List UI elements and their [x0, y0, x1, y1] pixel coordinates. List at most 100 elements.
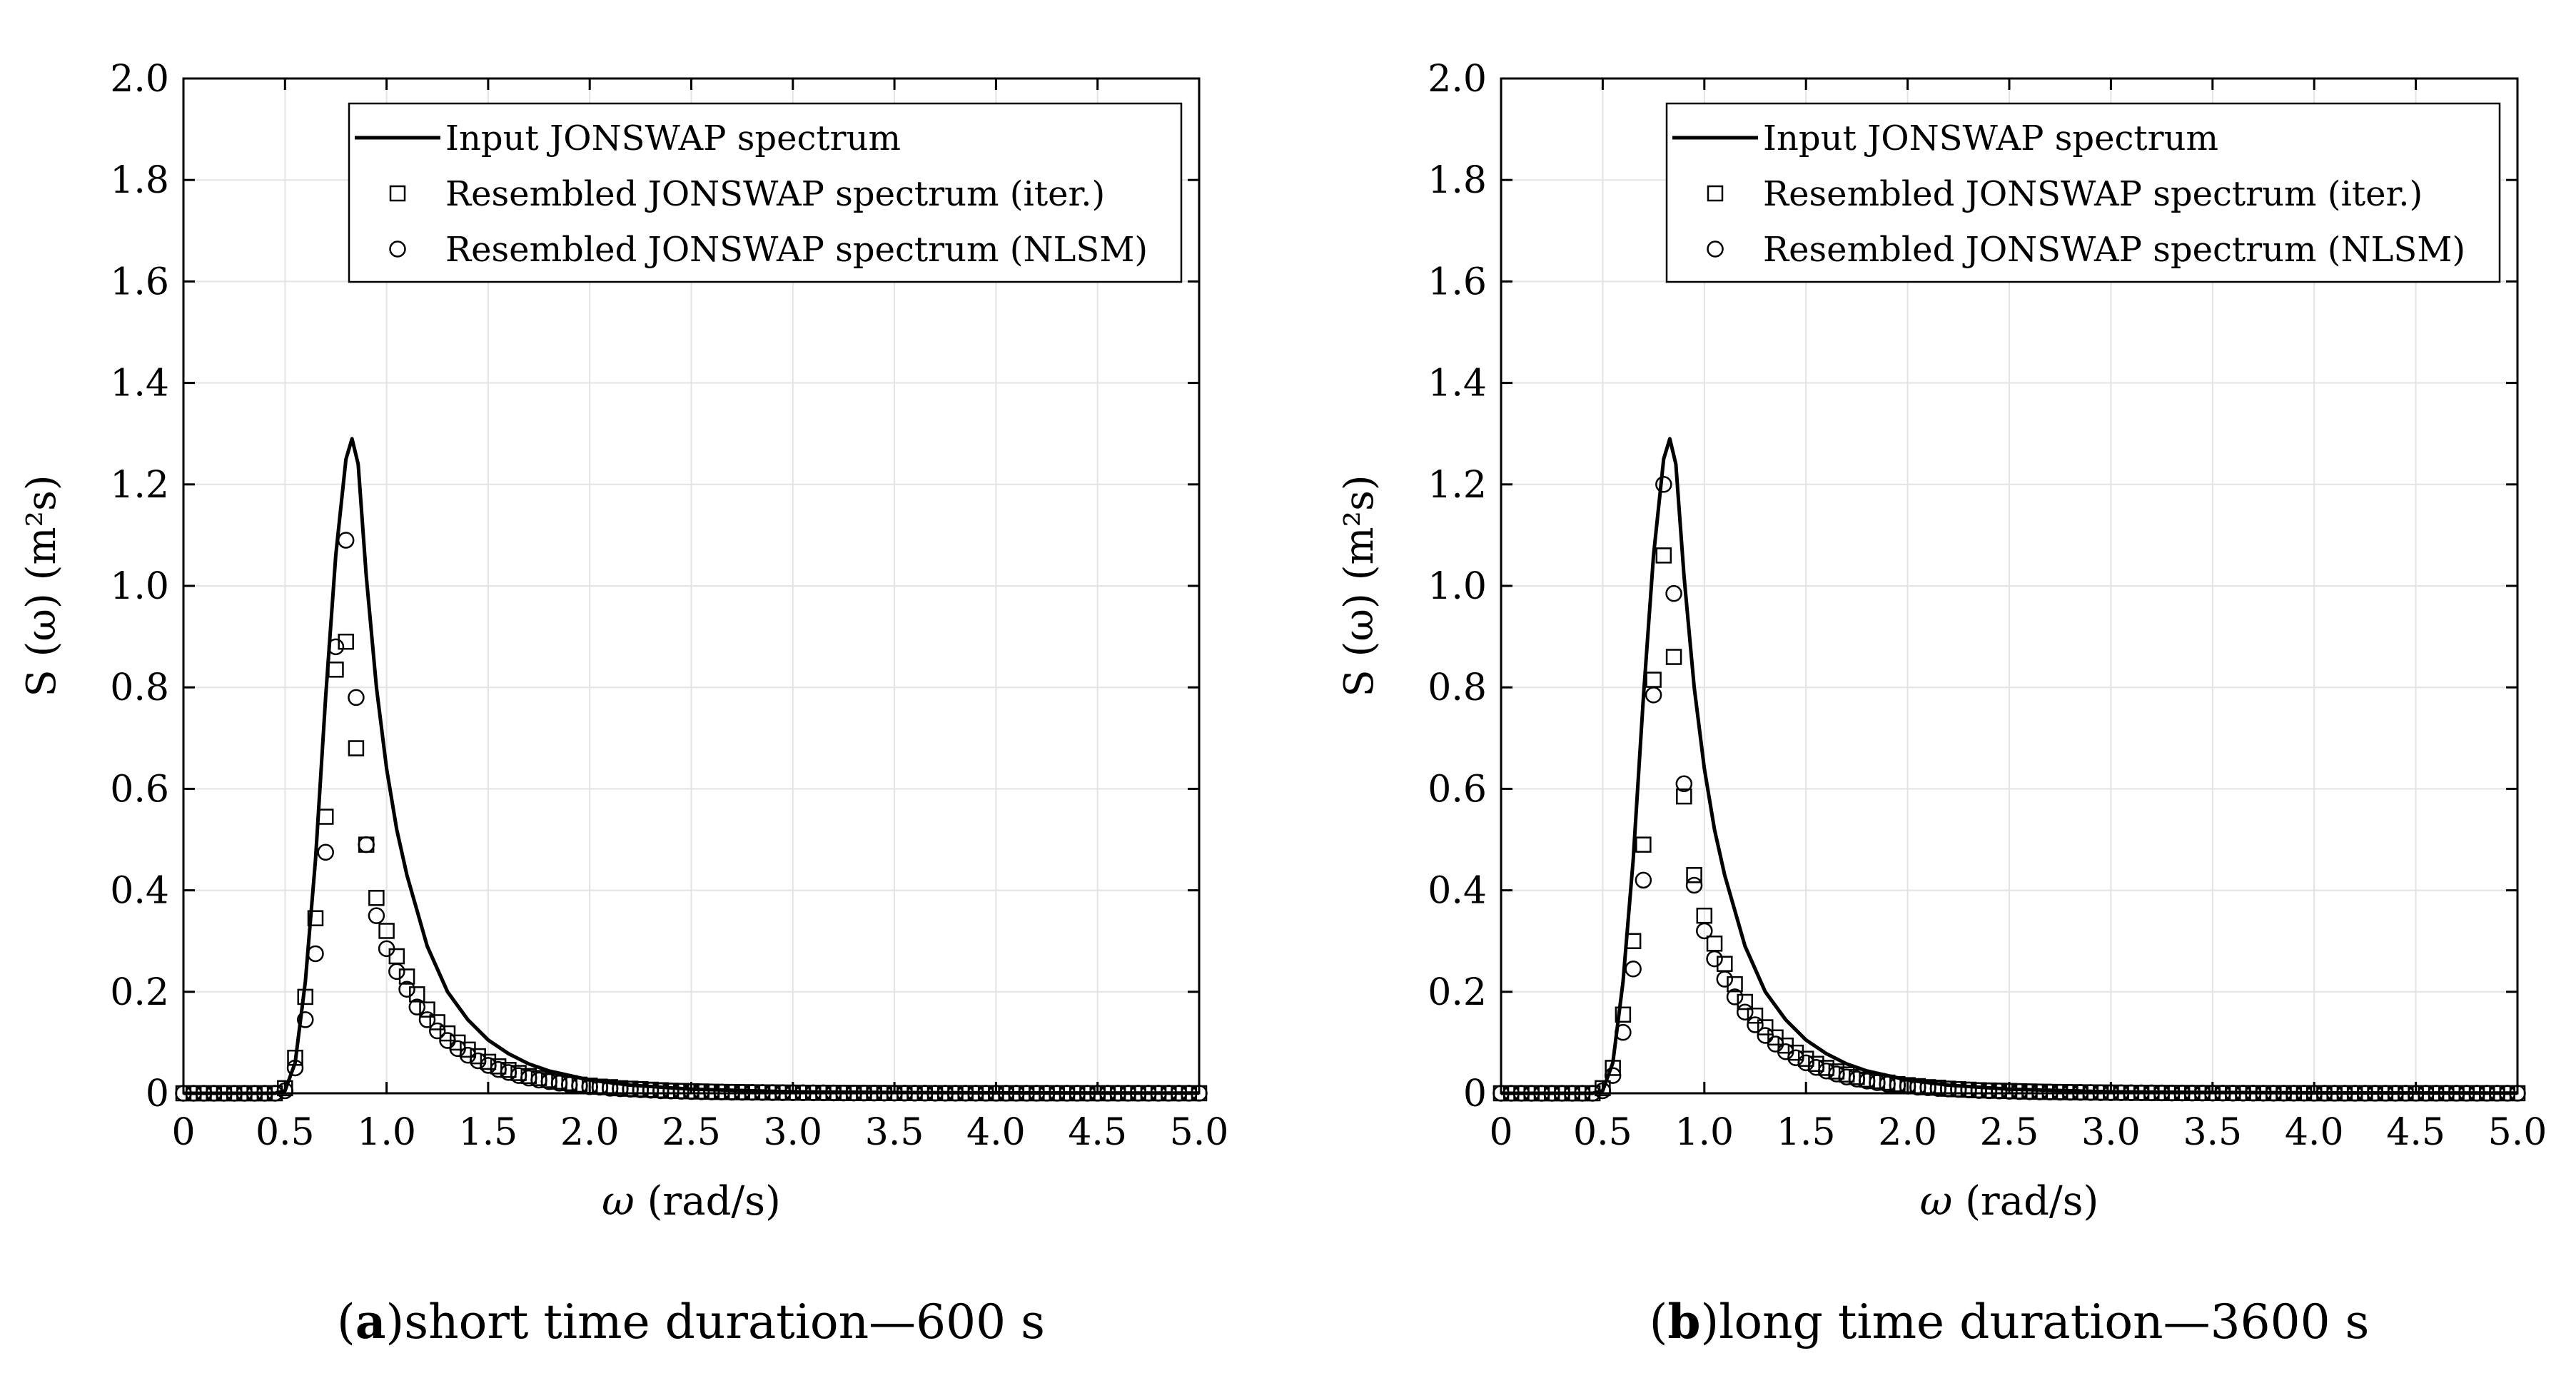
- legend-label: Input JONSWAP spectrum: [1763, 118, 2218, 158]
- data-point-circle: [1991, 1083, 2008, 1100]
- legend-label: Resembled JONSWAP spectrum (NLSM): [1763, 230, 2465, 270]
- x-tick-label: 2.5: [1980, 1111, 2039, 1154]
- data-point-circle: [824, 1084, 842, 1102]
- data-point-square: [1767, 1029, 1784, 1046]
- y-tick-label: 0.4: [110, 870, 169, 913]
- data-point-circle: [612, 1080, 629, 1098]
- data-point-circle: [1069, 1085, 1086, 1102]
- data-point-circle: [1119, 1085, 1137, 1102]
- x-axis-label-symbol: ω: [602, 1178, 635, 1225]
- data-point-circle: [1757, 1027, 1774, 1044]
- data-point-circle: [1869, 1074, 1886, 1091]
- data-point-circle: [1685, 876, 1703, 894]
- data-point-circle: [2224, 1085, 2242, 1102]
- y-tick-label: 1.4: [1428, 363, 1487, 405]
- y-tick-label: 1.6: [1428, 260, 1487, 303]
- data-point-circle: [256, 1085, 273, 1102]
- data-point-circle: [1099, 1085, 1116, 1102]
- data-point-circle: [2336, 1085, 2353, 1102]
- legend-square-symbol: [1707, 185, 1724, 202]
- data-point-circle: [2092, 1084, 2109, 1101]
- y-tick-label: 0.2: [1428, 971, 1487, 1014]
- data-point-circle: [560, 1076, 578, 1093]
- x-axis-label: ω (rad/s): [602, 1178, 781, 1225]
- data-point-circle: [835, 1084, 852, 1102]
- data-point-circle: [1635, 871, 1652, 889]
- data-point-circle: [378, 940, 395, 958]
- data-point-circle: [652, 1082, 670, 1100]
- y-tick-label: 0.4: [1428, 870, 1487, 913]
- data-point-circle: [1675, 775, 1693, 793]
- caption-open-paren: (: [1650, 1295, 1668, 1349]
- x-tick-label: 3.0: [763, 1111, 822, 1154]
- data-point-circle: [2397, 1085, 2415, 1102]
- data-point-circle: [1909, 1078, 1926, 1096]
- data-point-circle: [1737, 1003, 1754, 1020]
- data-point-circle: [967, 1085, 984, 1102]
- data-point-circle: [540, 1073, 558, 1090]
- data-point-square: [409, 986, 425, 1003]
- data-point-circle: [459, 1046, 477, 1064]
- data-point-circle: [692, 1083, 710, 1100]
- data-point-circle: [794, 1084, 812, 1102]
- data-point-circle: [490, 1060, 507, 1078]
- x-tick-label: 1.5: [1777, 1111, 1836, 1154]
- y-tick-label: 1.0: [1428, 565, 1487, 608]
- data-point-circle: [327, 638, 345, 656]
- data-point-square: [317, 809, 334, 825]
- data-point-circle: [2366, 1085, 2384, 1102]
- data-point-circle: [2418, 1085, 2435, 1102]
- data-point-circle: [1716, 971, 1734, 988]
- data-point-circle: [1129, 1085, 1147, 1102]
- data-point-circle: [1150, 1085, 1167, 1102]
- data-point-circle: [1553, 1085, 1571, 1102]
- data-point-circle: [2133, 1084, 2150, 1102]
- y-tick-label: 1.2: [1428, 464, 1487, 507]
- data-point-circle: [876, 1084, 893, 1102]
- data-point-circle: [1899, 1078, 1916, 1095]
- chart-panel-a: 0 0.5 1.0 1.5 2.0 2.5 3.0 3.5 4.0 4.5 5.0 0 0.2 0.4 0.…: [19, 58, 1228, 1349]
- data-point-circle: [2356, 1085, 2374, 1102]
- data-point-circle: [388, 963, 405, 981]
- data-point-circle: [175, 1085, 192, 1102]
- data-point-circle: [2112, 1084, 2130, 1101]
- data-point-square: [1635, 836, 1652, 853]
- x-axis-label-symbol: ω: [1920, 1178, 1953, 1225]
- series-3: [1492, 476, 2526, 1102]
- data-point-circle: [1950, 1080, 1967, 1098]
- data-point-circle: [784, 1084, 802, 1101]
- data-point-circle: [906, 1085, 924, 1102]
- data-point-circle: [2255, 1085, 2272, 1102]
- data-point-square: [287, 1049, 303, 1066]
- legend-label: Input JONSWAP spectrum: [445, 118, 901, 158]
- legend: Input JONSWAP spectrum Resembled JONSWAP …: [1665, 102, 2501, 283]
- data-point-circle: [418, 1011, 436, 1028]
- x-tick-label: 1.0: [357, 1111, 416, 1154]
- data-point-circle: [1655, 476, 1672, 493]
- data-point-circle: [1574, 1085, 1591, 1102]
- x-tick-label: 0: [171, 1111, 195, 1154]
- data-point-circle: [195, 1085, 213, 1102]
- x-tick-label: 4.0: [966, 1111, 1026, 1154]
- x-tick-label: 1.5: [459, 1111, 518, 1154]
- data-point-circle: [1919, 1079, 1936, 1096]
- x-tick-label: 2.5: [662, 1111, 721, 1154]
- data-point-circle: [2183, 1084, 2201, 1102]
- legend-label: Resembled JONSWAP spectrum (iter.): [1763, 174, 2423, 214]
- series-1: [183, 437, 1200, 1095]
- legend-box: [1665, 102, 2501, 283]
- data-point-circle: [348, 689, 365, 706]
- data-point-circle: [946, 1085, 964, 1102]
- data-point-circle: [1038, 1085, 1056, 1102]
- data-point-square: [1605, 1060, 1621, 1076]
- data-point-circle: [2153, 1084, 2171, 1102]
- data-point-circle: [2387, 1085, 2404, 1102]
- data-point-circle: [1089, 1085, 1106, 1102]
- x-tick-label: 4.0: [2285, 1111, 2344, 1154]
- data-point-circle: [632, 1081, 650, 1098]
- data-point-circle: [1848, 1070, 1866, 1088]
- y-tick-label: 0.8: [1428, 667, 1487, 709]
- data-point-circle: [469, 1052, 487, 1070]
- figure-caption: (a)short time duration—600 s: [337, 1294, 1045, 1349]
- data-point-circle: [276, 1082, 294, 1100]
